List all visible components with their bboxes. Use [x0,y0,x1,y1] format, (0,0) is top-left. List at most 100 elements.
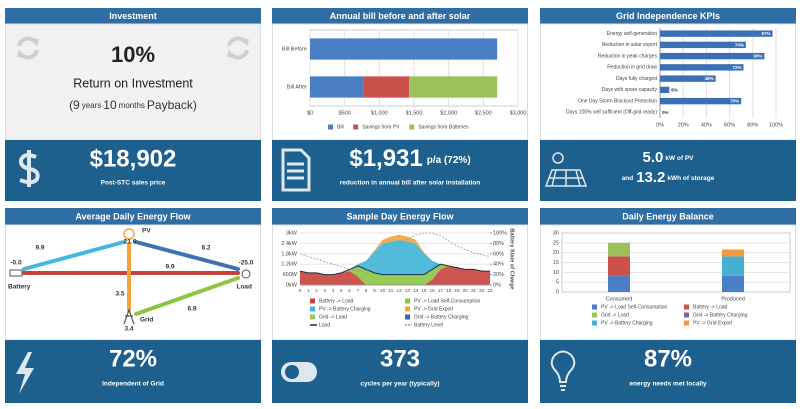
y-tick-label: Reduction in solar export [602,42,658,48]
legend-swatch [310,314,315,320]
legend-label: Bill [337,124,344,130]
roi-label: Return on Investment [73,76,193,90]
x-tick-label: 12 [397,288,403,293]
grid-icon [123,308,135,325]
x-tick-label: 6 [348,288,351,293]
legend-label: Grid -> Battery Charging [414,314,469,320]
y-tick-label: Bill Before [282,46,307,52]
card-title: Investment [109,11,157,21]
flow-value: 8.2 [201,245,210,252]
and: and [622,175,634,182]
y-tick-label: 25 [553,240,559,246]
legend-swatch [592,320,597,326]
storage-capacity: and 13.2 kWh of storage [622,169,715,186]
node-value: 3.4 [124,326,133,333]
y-tick-label: Energy self-generation [607,31,658,37]
x-tick-label: 15 [421,288,427,293]
node-value: -25.0 [239,260,254,267]
legend-swatch [592,304,597,310]
bar-segment [722,275,744,292]
y2-tick-label: 60% [493,251,504,257]
bar-segment [310,38,498,60]
card-header [540,208,796,225]
bar [660,97,742,105]
x-tick-label: 17 [438,288,444,293]
pv-number: 5.0 [642,149,663,166]
card-footer [540,140,796,201]
pv-unit: kW of PV [665,155,694,162]
legend-swatch [353,124,359,130]
legend-label: Grid -> Battery Charging [693,312,748,318]
toggle-knob [285,365,299,379]
y-tick-label: 10 [553,270,559,276]
card-header [272,8,528,24]
card-footer [5,140,261,201]
legend-label: Savings from PV [362,124,400,130]
y-tick-label: 1.8kW [281,251,297,257]
sun-icon [552,152,564,164]
flow-pv-load [134,240,240,271]
stat-number: $1,931 [349,145,422,172]
payback-part: Payback) [147,98,197,112]
bar [660,86,670,94]
bar [660,75,716,82]
y-tick-label: 30 [553,230,559,236]
card-header [540,8,796,24]
area [300,265,490,285]
card-header [5,208,261,225]
legend-swatch [405,314,410,320]
payback-part: (9 [69,98,80,112]
y2-tick-label: 20% [493,272,504,278]
legend-label: PV -> Grid Export [414,306,454,312]
legend-swatch [592,312,597,318]
x-tick-label: Consumed [606,296,633,302]
flow-value: 9.9 [35,245,44,252]
legend-swatch [405,298,410,304]
legend-label: Battery -> Load [693,304,728,310]
x-tick-label: 14 [413,288,419,293]
bar-segment [310,76,364,98]
y2-tick-label: 0% [493,282,501,288]
x-tick-label: 23 [487,288,493,293]
x-tick-label: 80% [747,122,758,128]
stat-label: cycles per year (typically) [360,381,439,388]
value-label: 48% [705,76,714,81]
legend-swatch [684,312,689,318]
flow-value: 9.9 [165,264,174,271]
value-label: 8% [671,87,678,92]
bar-segment [608,275,630,292]
y2-tick-label: 100% [493,230,507,236]
payback-part: months [119,101,145,110]
bar-segment [608,256,630,276]
stat-label: Post-STC sales price [101,180,166,187]
legend-swatch [310,298,315,304]
x-tick-label: 9 [373,288,376,293]
legend-label: Load [319,322,330,328]
x-tick-label: $2,500 [475,110,492,116]
x-tick-label: 20 [463,288,469,293]
y-tick-label: Days with spare capacity [602,87,658,93]
pv-capacity: 5.0 kW of PV [642,149,694,166]
stat-value: 72% [109,345,157,372]
x-tick-label: Produced [721,296,745,302]
card-title: Average Daily Energy Flow [75,211,191,221]
x-tick-label: 20% [678,122,689,128]
x-tick-label: 3 [324,288,327,293]
value-label: 70% [730,99,739,104]
x-tick-label: 4 [332,288,335,293]
x-tick-label: 100% [769,122,783,128]
bulb-icon [550,350,576,391]
payback-part: 10 [103,98,117,112]
x-tick-label: 2 [315,288,318,293]
card-header [5,8,261,24]
node-label: Grid [140,317,153,324]
legend-swatch [684,304,689,310]
stat-value: $18,902 [90,145,177,172]
y-tick-label: One Day Storm Blackout Protection [578,98,657,104]
stat-label: energy needs met locally [629,381,707,388]
y-tick-label: Bill After [287,84,307,90]
line [299,263,490,276]
y-tick-label: 5 [556,280,559,286]
y-tick-label: Reduction in grid draw [607,65,657,71]
y2-tick-label: 40% [493,262,504,268]
